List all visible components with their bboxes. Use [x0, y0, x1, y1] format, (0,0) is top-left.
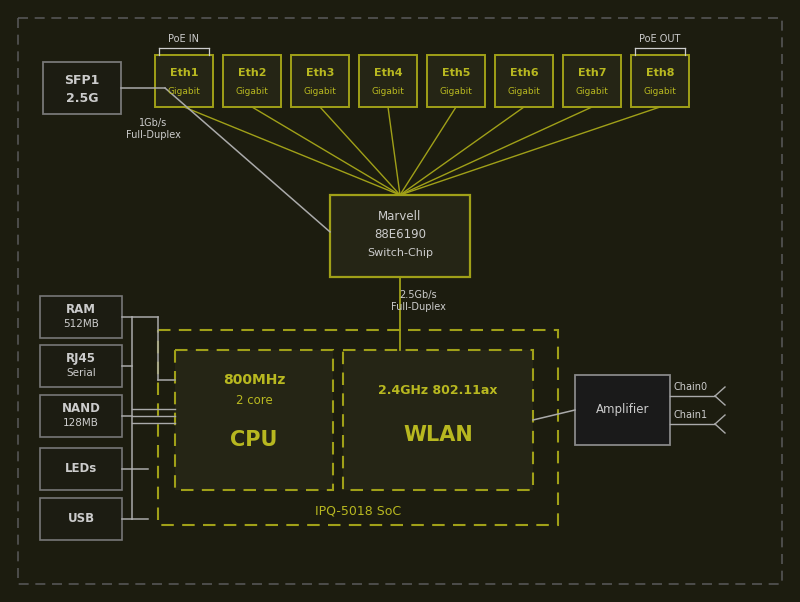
Text: 2.5Gb/s: 2.5Gb/s — [399, 290, 437, 300]
Text: 88E6190: 88E6190 — [374, 229, 426, 241]
Bar — [40, 395, 122, 437]
Text: 2.5G: 2.5G — [66, 92, 98, 105]
Text: Chain0: Chain0 — [673, 382, 707, 392]
Text: Eth4: Eth4 — [374, 68, 402, 78]
Text: 800MHz: 800MHz — [223, 373, 285, 387]
Text: Switch-Chip: Switch-Chip — [367, 248, 433, 258]
Bar — [40, 448, 122, 490]
Text: Eth1: Eth1 — [170, 68, 198, 78]
Text: PoE OUT: PoE OUT — [639, 34, 681, 44]
Bar — [563, 55, 621, 107]
Bar — [495, 55, 553, 107]
Bar — [40, 498, 122, 540]
Text: Gigabit: Gigabit — [439, 87, 473, 96]
Text: Eth2: Eth2 — [238, 68, 266, 78]
Text: Eth6: Eth6 — [510, 68, 538, 78]
Text: NAND: NAND — [62, 402, 101, 415]
Text: Gigabit: Gigabit — [303, 87, 337, 96]
Text: WLAN: WLAN — [403, 425, 473, 445]
Text: Gigabit: Gigabit — [371, 87, 405, 96]
Text: 128MB: 128MB — [63, 418, 99, 428]
Text: CPU: CPU — [230, 430, 278, 450]
Text: LEDs: LEDs — [65, 462, 97, 476]
Text: USB: USB — [67, 512, 94, 526]
Text: 512MB: 512MB — [63, 319, 99, 329]
Text: RAM: RAM — [66, 303, 96, 317]
Text: IPQ-5018 SoC: IPQ-5018 SoC — [315, 504, 401, 518]
Bar — [40, 296, 122, 338]
Bar — [223, 55, 281, 107]
Text: SFP1: SFP1 — [64, 75, 100, 87]
Bar — [343, 350, 533, 490]
Bar — [175, 350, 333, 490]
Text: RJ45: RJ45 — [66, 352, 96, 365]
Bar — [40, 345, 122, 387]
Text: Eth7: Eth7 — [578, 68, 606, 78]
Bar — [575, 375, 670, 445]
Text: PoE IN: PoE IN — [169, 34, 199, 44]
Text: Marvell: Marvell — [378, 211, 422, 223]
Text: 2 core: 2 core — [236, 394, 272, 406]
Text: Chain1: Chain1 — [673, 410, 707, 420]
Text: Gigabit: Gigabit — [575, 87, 609, 96]
Text: Full-Duplex: Full-Duplex — [390, 302, 446, 312]
Text: Gigabit: Gigabit — [643, 87, 677, 96]
Bar — [427, 55, 485, 107]
Text: Eth8: Eth8 — [646, 68, 674, 78]
Bar — [359, 55, 417, 107]
Text: Full-Duplex: Full-Duplex — [126, 130, 181, 140]
Text: Gigabit: Gigabit — [167, 87, 201, 96]
Bar — [330, 195, 470, 277]
Text: Gigabit: Gigabit — [235, 87, 269, 96]
Text: 2.4GHz 802.11ax: 2.4GHz 802.11ax — [378, 383, 498, 397]
Bar — [155, 55, 213, 107]
Bar — [158, 330, 558, 525]
Bar — [43, 62, 121, 114]
Bar — [291, 55, 349, 107]
Text: Eth5: Eth5 — [442, 68, 470, 78]
Text: 1Gb/s: 1Gb/s — [139, 118, 167, 128]
Text: Amplifier: Amplifier — [596, 403, 650, 417]
Text: Eth3: Eth3 — [306, 68, 334, 78]
Bar — [631, 55, 689, 107]
Text: Serial: Serial — [66, 368, 96, 378]
Text: Gigabit: Gigabit — [507, 87, 541, 96]
